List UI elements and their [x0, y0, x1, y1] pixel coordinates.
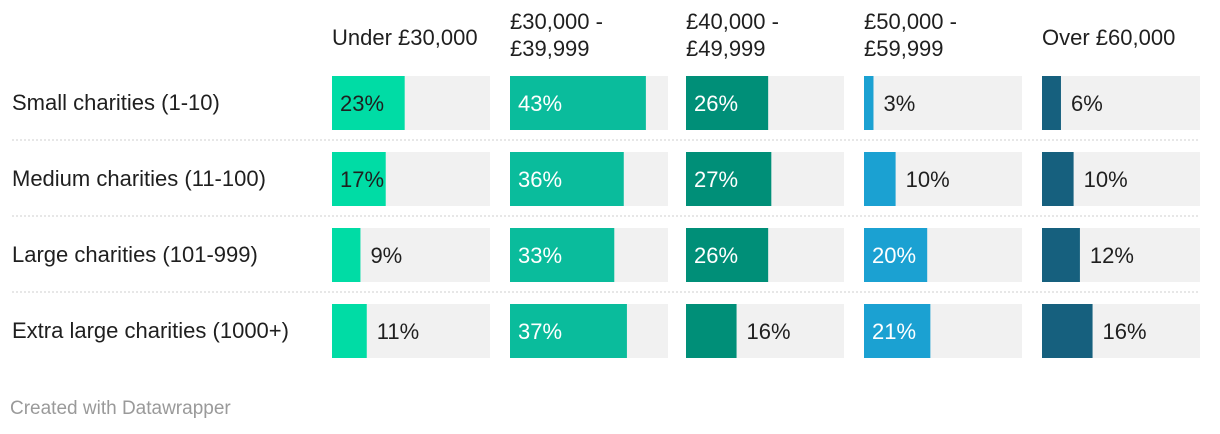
- data-label: 16%: [1103, 319, 1147, 344]
- row-label: Medium charities (11-100): [12, 166, 266, 191]
- data-label: 26%: [694, 91, 738, 116]
- column-header-line: £59,999: [864, 36, 944, 61]
- bar: [1042, 152, 1074, 206]
- column-header: Under £30,000: [332, 24, 478, 51]
- bar: [510, 152, 624, 206]
- bar: [1042, 76, 1061, 130]
- data-label: 37%: [518, 319, 562, 344]
- bar: [864, 228, 928, 282]
- column-header-line: Over £60,000: [1042, 25, 1176, 50]
- column-header-line: £30,000 -: [510, 9, 603, 34]
- data-label: 11%: [377, 319, 419, 344]
- footer-credit: Created with Datawrapper: [10, 398, 231, 419]
- row-label: Large charities (101-999): [12, 242, 258, 267]
- bar: [1042, 228, 1080, 282]
- data-label: 10%: [1084, 167, 1128, 192]
- data-label: 36%: [518, 167, 562, 192]
- data-label: 20%: [872, 243, 916, 268]
- bar: [510, 76, 646, 130]
- bar: [686, 76, 769, 130]
- data-label: 12%: [1090, 243, 1134, 268]
- row-label: Extra large charities (1000+): [12, 318, 289, 343]
- bar: [686, 152, 772, 206]
- bar: [864, 152, 896, 206]
- bar: [864, 76, 874, 130]
- data-label: 27%: [694, 167, 738, 192]
- bar: [686, 228, 769, 282]
- data-label: 43%: [518, 91, 562, 116]
- bar: [1042, 304, 1093, 358]
- data-label: 16%: [747, 319, 791, 344]
- column-header-line: £49,999: [686, 36, 766, 61]
- bar: [864, 304, 931, 358]
- bar: [510, 228, 615, 282]
- data-label: 26%: [694, 243, 738, 268]
- data-label: 10%: [906, 167, 950, 192]
- data-label: 17%: [340, 167, 384, 192]
- bar: [332, 76, 405, 130]
- column-header: £40,000 - £49,999: [686, 8, 779, 62]
- bar: [332, 152, 386, 206]
- bar-background: [1042, 76, 1200, 130]
- data-label: 33%: [518, 243, 562, 268]
- data-label: 23%: [340, 91, 384, 116]
- bar: [332, 304, 367, 358]
- bar: [686, 304, 737, 358]
- data-label: 3%: [883, 91, 915, 116]
- column-header: Over £60,000: [1042, 24, 1175, 51]
- column-header-line: £50,000 -: [864, 9, 957, 34]
- bar: [510, 304, 627, 358]
- data-label: 6%: [1071, 91, 1103, 116]
- data-label: 21%: [872, 319, 916, 344]
- column-header: £30,000 - £39,999: [510, 8, 603, 62]
- column-header: £50,000 - £59,999: [864, 8, 957, 62]
- data-label: 9%: [370, 243, 402, 268]
- row-label: Small charities (1-10): [12, 90, 220, 115]
- bar: [332, 228, 361, 282]
- column-header-line: £39,999: [510, 36, 590, 61]
- column-header-line: Under £30,000: [332, 25, 478, 50]
- column-header-line: £40,000 -: [686, 9, 779, 34]
- bar-background: [864, 76, 1022, 130]
